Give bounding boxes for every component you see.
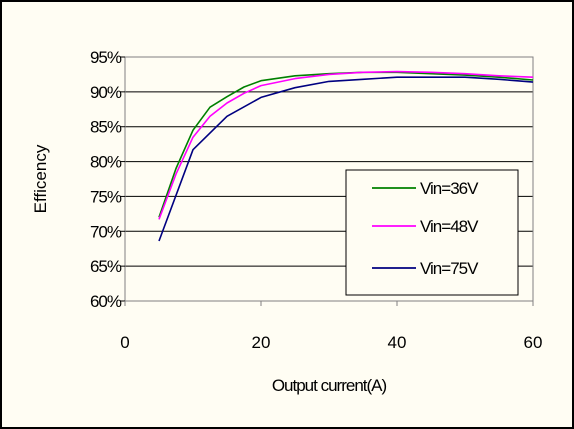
series-layer: [158, 70, 534, 242]
y-tick-label: 85%: [90, 118, 122, 137]
legend-label: Vin=75V: [420, 259, 479, 278]
y-tick-label: 65%: [90, 257, 122, 276]
y-axis-title: Efficency: [31, 144, 50, 213]
plot-area: [124, 56, 534, 302]
series-line-3: [158, 76, 534, 242]
x-tick-label: 0: [120, 333, 129, 352]
legend-label: Vin=36V: [420, 179, 479, 198]
x-tick-label: 60: [524, 333, 543, 352]
y-tick-labels: 60% 65% 70% 75% 80% 85% 90% 95%: [90, 48, 125, 311]
y-tick-label: 75%: [90, 187, 122, 206]
y-tick-label: 90%: [90, 83, 122, 102]
y-tick-label: 70%: [90, 222, 122, 241]
legend: Vin=36V Vin=48V Vin=75V: [345, 169, 519, 296]
x-tick-label: 20: [252, 333, 271, 352]
y-tick-label: 60%: [90, 292, 122, 311]
x-tick-label: 40: [388, 333, 407, 352]
series-line-1: [158, 71, 534, 218]
y-tick-label: 95%: [90, 48, 122, 67]
y-tick-label: 80%: [90, 153, 122, 172]
x-axis-title: Output current(A): [272, 376, 387, 395]
series-line-2: [158, 70, 534, 220]
x-tick-labels: 0 20 40 60: [120, 301, 542, 352]
legend-box: [345, 169, 519, 296]
legend-label: Vin=48V: [420, 217, 479, 236]
